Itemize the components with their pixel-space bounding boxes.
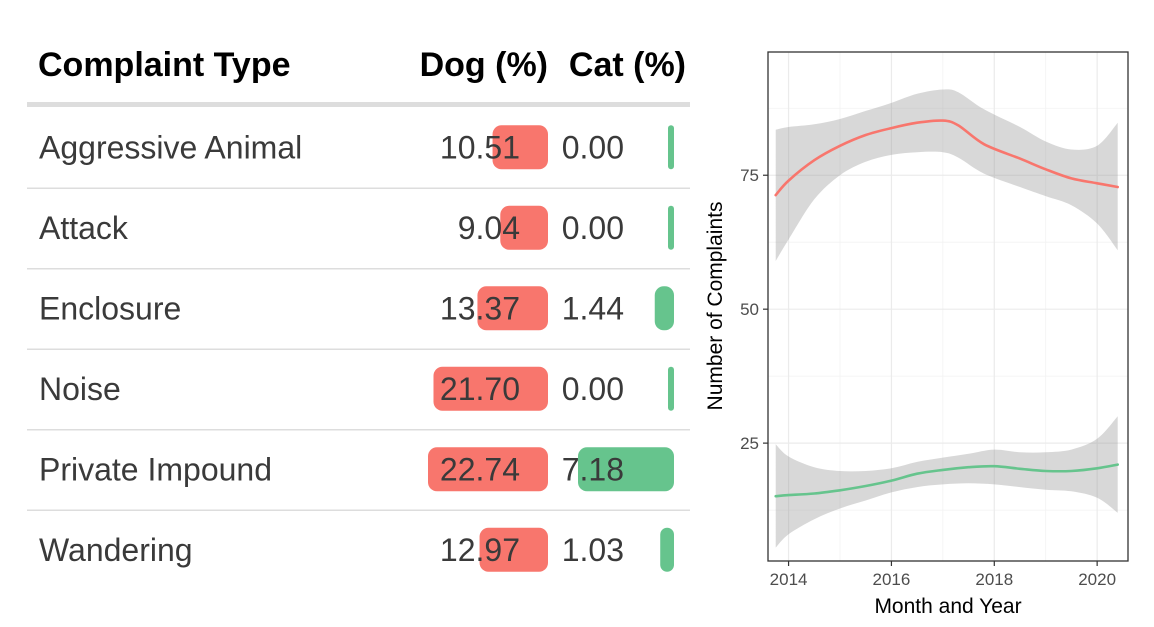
plot-panel-border xyxy=(767,51,1129,562)
row-label: Aggressive Animal xyxy=(39,129,302,165)
cat-value: 1.44 xyxy=(562,290,624,326)
cat-value: 0.00 xyxy=(562,129,624,165)
dog-value: 21.70 xyxy=(440,371,520,407)
row-label: Noise xyxy=(39,371,121,407)
y-axis-label: Number of Complaints xyxy=(704,202,727,411)
cat-bar xyxy=(668,205,674,250)
row-label: Wandering xyxy=(39,532,193,568)
row-divider xyxy=(27,268,690,270)
dog-bar xyxy=(492,125,548,170)
y-tick-label: 25 xyxy=(740,434,759,453)
header-complaint-type: Complaint Type xyxy=(38,46,291,84)
x-tick-label: 2018 xyxy=(975,570,1013,589)
complaints-trend-chart: 2014 2016 2018 2020 25 50 75 Month and Year Nu… xyxy=(700,0,1154,627)
cat-bar xyxy=(660,527,674,572)
x-axis-label: Month and Year xyxy=(874,595,1021,618)
x-tick-label: 2014 xyxy=(770,570,808,589)
row-label: Attack xyxy=(39,210,129,246)
cat-value: 7.18 xyxy=(562,451,624,487)
row-divider xyxy=(27,187,690,189)
cat-bar xyxy=(668,366,674,411)
complaint-table: Complaint Type Dog (%) Cat (%) Aggressiv… xyxy=(27,46,690,572)
header-rule xyxy=(27,102,690,107)
row-divider xyxy=(27,509,690,511)
confidence-band xyxy=(775,89,1118,261)
cat-value: 0.00 xyxy=(562,210,624,246)
row-label: Private Impound xyxy=(39,451,272,487)
plot-panel xyxy=(768,52,1128,561)
cat-bar xyxy=(654,286,674,331)
cat-bar xyxy=(668,125,674,170)
dog-bar xyxy=(479,527,548,572)
y-tick-label: 50 xyxy=(740,300,759,319)
dog-value: 9.04 xyxy=(458,210,520,246)
dog-trend-line xyxy=(774,119,1119,197)
row-divider xyxy=(27,429,690,431)
dog-bar xyxy=(500,205,548,250)
dog-value: 12.97 xyxy=(440,532,520,568)
header-dog: Dog (%) xyxy=(420,46,548,84)
row-label: Enclosure xyxy=(39,290,181,326)
dog-bar xyxy=(477,286,548,331)
dog-value: 10.51 xyxy=(440,129,520,165)
x-tick-label: 2016 xyxy=(873,570,911,589)
cat-bar xyxy=(578,447,674,492)
dog-bar xyxy=(433,366,548,411)
dog-value: 22.74 xyxy=(440,451,520,487)
cat-value: 1.03 xyxy=(562,532,624,568)
x-tick-label: 2020 xyxy=(1078,570,1116,589)
dog-value: 13.37 xyxy=(440,290,520,326)
header-cat: Cat (%) xyxy=(569,46,686,84)
y-tick-label: 75 xyxy=(740,166,759,185)
row-divider xyxy=(27,348,690,350)
cat-value: 0.00 xyxy=(562,371,624,407)
confidence-band xyxy=(775,416,1118,548)
cat-trend-line xyxy=(774,463,1119,498)
dog-bar xyxy=(428,447,548,492)
